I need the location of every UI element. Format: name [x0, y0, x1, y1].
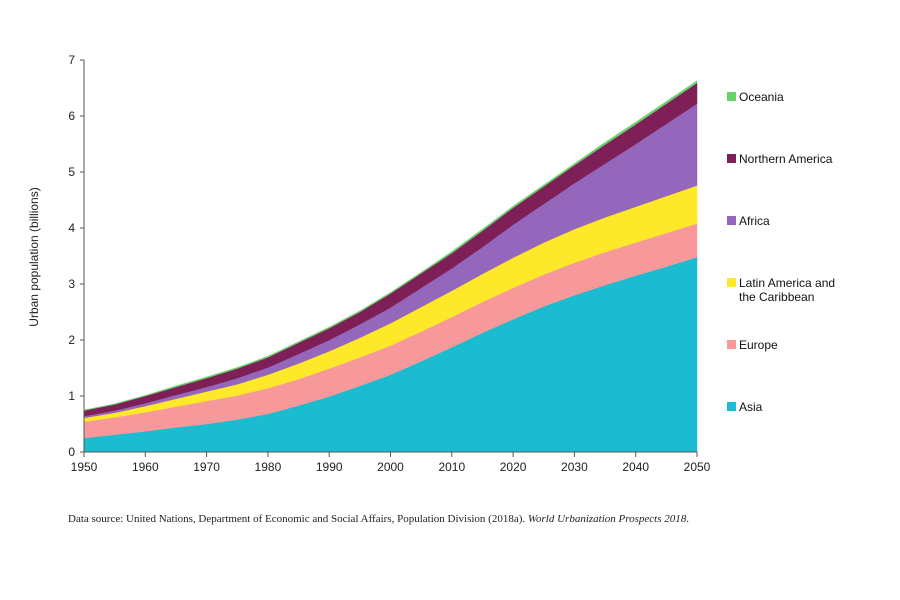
- x-tick-label: 2040: [622, 460, 649, 474]
- y-tick-label: 6: [68, 109, 75, 123]
- x-tick-label: 2050: [684, 460, 711, 474]
- x-tick-label: 1950: [71, 460, 98, 474]
- legend-item-asia: Asia: [727, 400, 763, 414]
- source-suffix: .: [686, 513, 690, 525]
- y-tick-label: 3: [68, 277, 75, 291]
- legend-swatch: [727, 154, 736, 163]
- x-tick-label: 2010: [438, 460, 465, 474]
- legend-swatch: [727, 340, 736, 349]
- x-ticks: 1950 1960 1970 1980 1990 2000 2010 2020 2030 2040…: [71, 452, 711, 474]
- y-tick-label: 1: [68, 389, 75, 403]
- legend-item-oceania: Oceania: [727, 90, 784, 104]
- x-tick-label: 2000: [377, 460, 404, 474]
- legend-swatch: [727, 402, 736, 411]
- x-tick-label: 1960: [132, 460, 159, 474]
- legend-label: Latin America and: [739, 276, 835, 290]
- y-ticks: 0 1 2 3 4 5 6 7: [68, 53, 84, 459]
- x-tick-label: 1980: [255, 460, 282, 474]
- area-layers: [83, 80, 698, 453]
- legend-item-africa: Africa: [727, 214, 770, 228]
- legend-label: Asia: [739, 400, 763, 414]
- area-oceania: [83, 80, 698, 411]
- y-tick-label: 2: [68, 333, 75, 347]
- legend-label: Africa: [739, 214, 770, 228]
- legend-item-europe: Europe: [727, 338, 778, 352]
- y-tick-label: 5: [68, 165, 75, 179]
- y-tick-label: 0: [68, 445, 75, 459]
- legend-label: Oceania: [739, 90, 784, 104]
- legend-swatch: [727, 216, 736, 225]
- legend: Oceania Northern America Africa Latin Ameri…: [727, 90, 835, 414]
- x-tick-label: 2020: [500, 460, 527, 474]
- source-title: World Urbanization Prospects 2018: [527, 513, 687, 525]
- x-tick-label: 1990: [316, 460, 343, 474]
- y-tick-label: 7: [68, 53, 75, 67]
- x-tick-label: 2030: [561, 460, 588, 474]
- y-axis-label: Urban population (billions): [27, 187, 41, 326]
- source-note: Data source: United Nations, Department …: [68, 513, 689, 525]
- legend-swatch: [727, 278, 736, 287]
- y-tick-label: 4: [68, 221, 75, 235]
- axes: 1950 1960 1970 1980 1990 2000 2010 2020 2030 2040…: [68, 53, 710, 474]
- legend-label: Northern America: [739, 152, 833, 166]
- legend-label: Europe: [739, 338, 778, 352]
- source-prefix: Data source: United Nations, Department …: [68, 513, 528, 525]
- legend-swatch: [727, 92, 736, 101]
- legend-label: the Caribbean: [739, 290, 814, 304]
- x-tick-label: 1970: [193, 460, 220, 474]
- legend-item-northern-america: Northern America: [727, 152, 833, 166]
